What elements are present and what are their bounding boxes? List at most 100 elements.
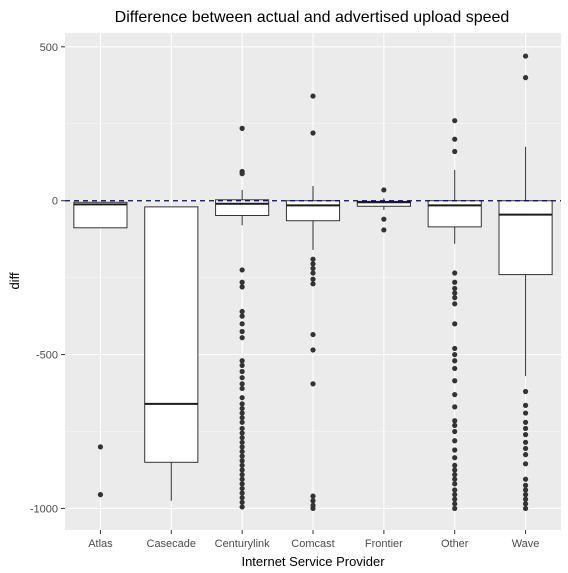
outlier-point bbox=[310, 493, 316, 499]
outlier-point bbox=[239, 308, 245, 315]
y-tick-label: 500 bbox=[40, 42, 58, 54]
outlier-point bbox=[310, 505, 316, 512]
outlier-point bbox=[522, 75, 529, 81]
box-comcast bbox=[285, 93, 341, 512]
outlier-point bbox=[239, 335, 245, 341]
outlier-point bbox=[239, 439, 245, 445]
outlier-point bbox=[239, 419, 245, 425]
outlier-point bbox=[522, 388, 529, 395]
outlier-point bbox=[522, 452, 529, 458]
box-casecade bbox=[144, 206, 199, 501]
outlier-point bbox=[239, 313, 245, 319]
outlier-point bbox=[522, 425, 529, 432]
box-iqr bbox=[144, 206, 199, 463]
outlier-point bbox=[452, 467, 458, 473]
x-axis-label: Internet Service Provider bbox=[241, 554, 385, 569]
x-axis: Atlas Casecade Centurylink Comcast Frontier O… bbox=[88, 530, 539, 550]
outlier-point bbox=[97, 492, 104, 498]
box-other bbox=[427, 118, 482, 512]
outlier-point bbox=[522, 476, 529, 482]
outlier-point bbox=[239, 490, 245, 496]
outlier-point bbox=[452, 487, 458, 493]
y-tick-label: -1000 bbox=[30, 503, 58, 515]
chart-title: Difference between actual and advertised… bbox=[115, 9, 510, 26]
outlier-point bbox=[452, 301, 458, 307]
box-atlas bbox=[73, 201, 128, 498]
outlier-point bbox=[239, 415, 245, 421]
outlier-point bbox=[239, 485, 245, 492]
outlier-point bbox=[522, 505, 529, 512]
outlier-point bbox=[452, 404, 458, 410]
outlier-point bbox=[310, 270, 316, 276]
box-iqr bbox=[215, 199, 270, 216]
outlier-point bbox=[239, 481, 245, 487]
outlier-point bbox=[310, 347, 316, 353]
outlier-point bbox=[239, 444, 245, 450]
outlier-point bbox=[239, 375, 245, 381]
outlier-point bbox=[239, 362, 245, 368]
outlier-point bbox=[310, 276, 316, 282]
outlier-point bbox=[452, 501, 458, 507]
outlier-point bbox=[239, 462, 245, 468]
box-iqr bbox=[498, 200, 553, 276]
outlier-point bbox=[452, 378, 458, 384]
outlier-point bbox=[239, 321, 245, 327]
outlier-point bbox=[239, 171, 245, 177]
outlier-point bbox=[239, 453, 245, 459]
outlier-point bbox=[239, 385, 245, 392]
y-axis: 500 0 -500 -1000 bbox=[30, 42, 65, 515]
x-tick-label: Centurylink bbox=[215, 538, 271, 550]
outlier-point bbox=[310, 93, 316, 99]
outlier-point bbox=[239, 472, 245, 478]
outlier-point bbox=[522, 445, 529, 452]
box-centurylink bbox=[215, 125, 270, 510]
x-tick-label: Wave bbox=[512, 538, 540, 550]
outlier-point bbox=[522, 496, 529, 502]
outlier-point bbox=[522, 402, 529, 408]
outlier-point bbox=[452, 270, 458, 276]
outlier-point bbox=[310, 498, 316, 504]
x-tick-label: Comcast bbox=[291, 538, 334, 550]
outlier-point bbox=[452, 481, 458, 487]
outlier-point bbox=[522, 492, 529, 498]
outlier-point bbox=[452, 321, 458, 327]
outlier-point bbox=[239, 125, 245, 131]
outlier-point bbox=[310, 130, 316, 136]
outlier-point bbox=[452, 285, 458, 292]
outlier-point bbox=[239, 504, 245, 510]
box-frontier bbox=[356, 187, 411, 233]
outlier-point bbox=[239, 267, 245, 273]
outlier-point bbox=[452, 428, 458, 435]
outlier-point bbox=[522, 439, 529, 445]
outlier-point bbox=[239, 425, 245, 432]
y-tick-label: -500 bbox=[36, 350, 58, 362]
outlier-point bbox=[310, 381, 316, 387]
outlier-point bbox=[522, 419, 529, 425]
outlier-point bbox=[239, 328, 245, 335]
outlier-point bbox=[522, 53, 529, 59]
outlier-point bbox=[452, 476, 458, 482]
outlier-point bbox=[239, 448, 245, 455]
outlier-point bbox=[452, 345, 458, 352]
outlier-point bbox=[522, 410, 529, 416]
y-tick-label: 0 bbox=[52, 196, 58, 208]
outlier-point bbox=[381, 216, 387, 222]
outlier-point bbox=[239, 401, 245, 407]
x-tick-label: Casecade bbox=[147, 538, 197, 550]
outlier-point bbox=[310, 331, 316, 338]
outlier-point bbox=[452, 472, 458, 478]
outlier-point bbox=[522, 482, 529, 488]
outlier-point bbox=[452, 358, 458, 364]
outlier-point bbox=[239, 435, 245, 441]
outlier-point bbox=[239, 476, 245, 482]
outlier-point bbox=[239, 284, 245, 290]
outlier-point bbox=[239, 499, 245, 505]
outlier-point bbox=[452, 455, 458, 461]
outlier-point bbox=[452, 422, 458, 428]
outlier-point bbox=[239, 368, 245, 375]
outlier-point bbox=[452, 391, 458, 398]
outlier-point bbox=[452, 290, 458, 296]
outlier-point bbox=[522, 501, 529, 507]
outlier-point bbox=[239, 467, 245, 473]
outlier-point bbox=[522, 461, 529, 467]
